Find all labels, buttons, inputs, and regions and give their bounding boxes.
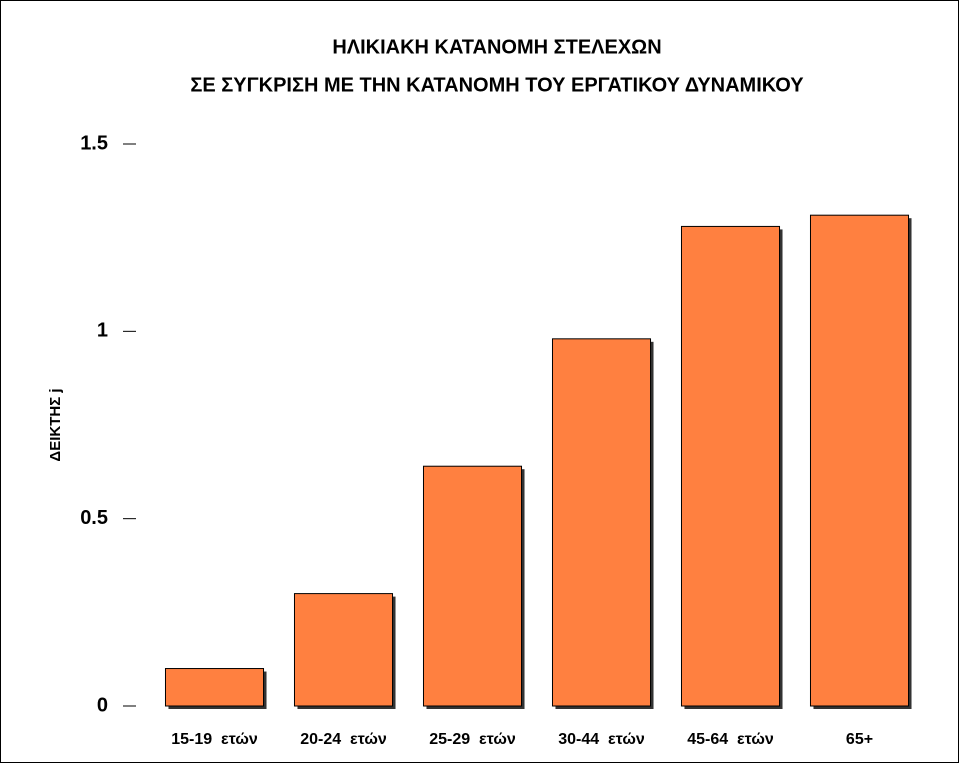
- bar: [551, 338, 652, 707]
- bar: [293, 593, 394, 707]
- bar: [422, 465, 523, 707]
- bar: [809, 214, 910, 707]
- x-tick-label: 30-44 ετών: [558, 731, 645, 748]
- y-tick-label: 1.5: [80, 132, 108, 154]
- bar: [680, 225, 781, 707]
- chart-title: ΣΕ ΣΥΓΚΡΙΣΗ ΜΕ ΤΗΝ ΚΑΤΑΝΟΜΗ ΤΟΥ ΕΡΓΑΤΙΚΟ…: [190, 74, 804, 96]
- x-tick-label: 45-64 ετών: [687, 731, 774, 748]
- x-tick-label: 65+: [846, 731, 873, 748]
- x-tick-label: 20-24 ετών: [300, 731, 387, 748]
- bar: [164, 668, 265, 707]
- y-tick-label: 0.5: [80, 507, 108, 529]
- x-tick-label: 25-29 ετών: [429, 731, 516, 748]
- y-axis-label: ΔΕΙΚΤΗΣ j: [47, 388, 64, 461]
- y-tick-label: 0: [97, 694, 108, 716]
- x-tick-label: 15-19 ετών: [171, 731, 258, 748]
- y-tick-label: 1: [97, 320, 108, 342]
- chart-title: ΗΛΙΚΙΑΚΗ ΚΑΤΑΝΟΜΗ ΣΤΕΛΕΧΩΝ: [332, 36, 661, 58]
